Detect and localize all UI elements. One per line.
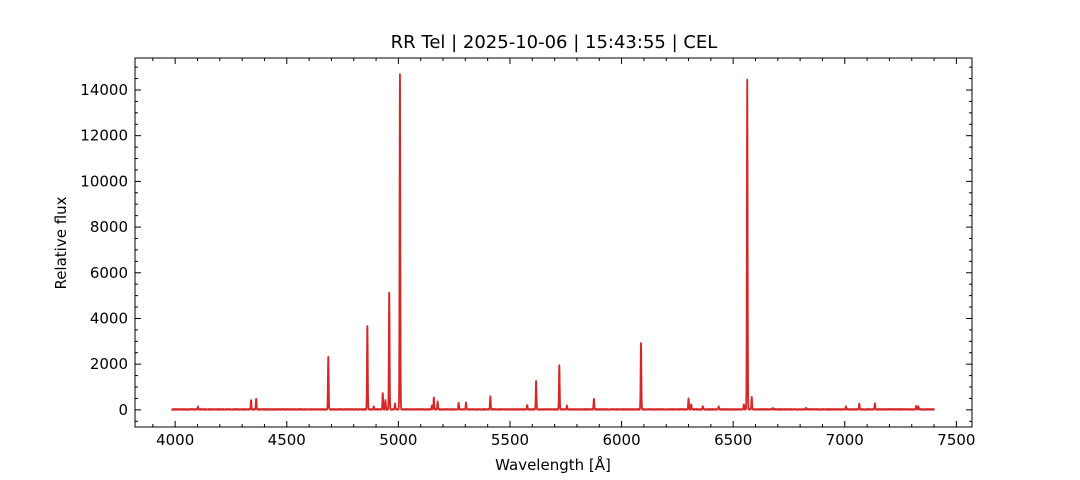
y-tick-label: 8000 (90, 218, 128, 236)
x-tick-label: 5500 (491, 431, 529, 449)
chart-title: RR Tel | 2025-10-06 | 15:43:55 | CEL (391, 32, 718, 53)
x-tick-label: 7500 (937, 431, 975, 449)
y-tick-label: 10000 (80, 172, 128, 190)
plot-area: 4000 4500 5000 5500 6000 6500 7000 7500 0 2000 40… (80, 57, 975, 449)
y-axis: 0 2000 4000 6000 8000 10000 12000 14000 (80, 66, 972, 422)
y-tick-label: 2000 (90, 355, 128, 373)
spectrum-layer (171, 73, 935, 411)
x-tick-label: 5000 (379, 431, 417, 449)
x-tick-label: 6000 (602, 431, 640, 449)
x-tick-label: 7000 (826, 431, 864, 449)
plot-frame (134, 57, 973, 428)
y-tick-label: 12000 (80, 127, 128, 145)
y-tick-label: 6000 (90, 264, 128, 282)
x-tick-label: 4500 (268, 431, 306, 449)
y-tick-label: 0 (118, 401, 128, 419)
x-axis: 4000 4500 5000 5500 6000 6500 7000 7500 (152, 58, 975, 449)
spectrum-line (171, 73, 935, 411)
y-axis-label: Relative flux (52, 196, 70, 289)
x-axis-label: Wavelength [Å] (495, 455, 611, 474)
y-tick-label: 14000 (80, 81, 128, 99)
x-tick-label: 4000 (156, 431, 194, 449)
y-tick-label: 4000 (90, 309, 128, 327)
x-tick-label: 6500 (714, 431, 752, 449)
